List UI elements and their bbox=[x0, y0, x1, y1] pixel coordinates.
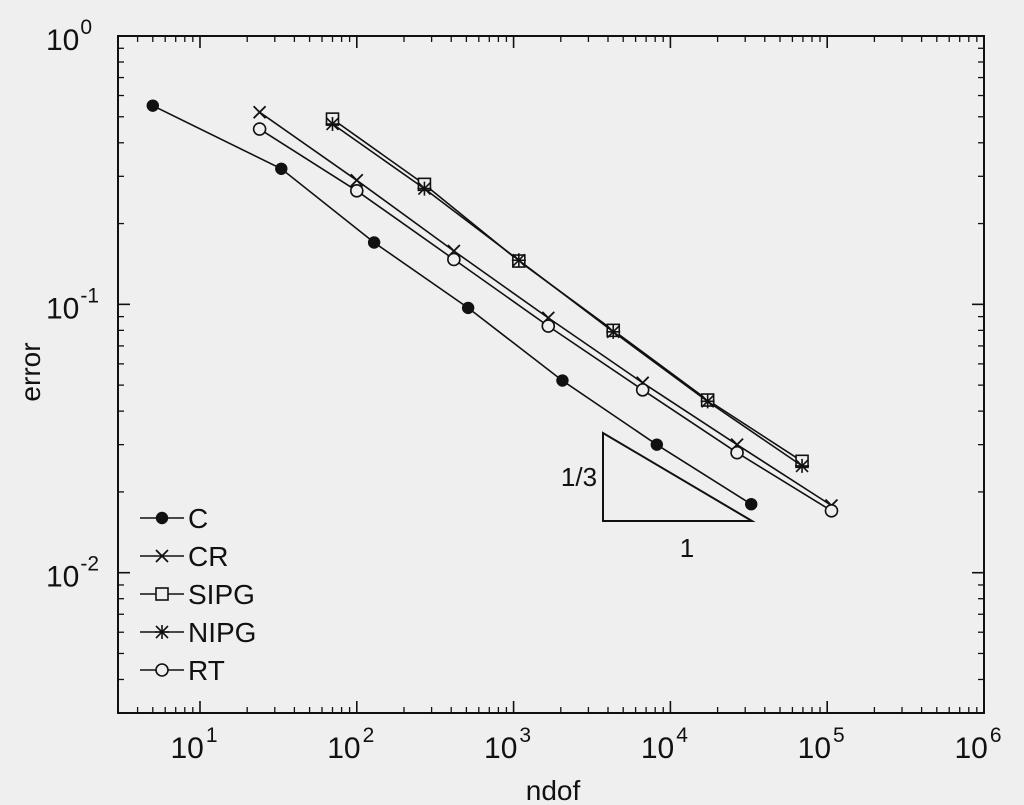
series-cr-point bbox=[350, 173, 364, 187]
x-tick-label: 103 bbox=[484, 724, 531, 765]
series-c-point bbox=[745, 497, 758, 511]
slope-triangle-shape bbox=[602, 431, 756, 522]
series-c-point bbox=[461, 301, 475, 315]
slope-horizontal-label: 1 bbox=[680, 533, 694, 563]
y-axis-title: error bbox=[15, 342, 46, 401]
legend-item-cr: CR bbox=[140, 541, 228, 572]
y-tick-exponent: -1 bbox=[80, 284, 99, 307]
series-c bbox=[146, 99, 758, 511]
series-c-point bbox=[556, 374, 569, 387]
series-nipg-point bbox=[511, 253, 526, 268]
y-tick-label: 10-1 bbox=[46, 284, 99, 325]
x-tick-exponent: 1 bbox=[206, 724, 218, 747]
series-nipg-point bbox=[606, 324, 621, 339]
series-rt-point bbox=[635, 383, 650, 397]
y-tick-label: 10-2 bbox=[46, 553, 99, 594]
series-sipg bbox=[325, 112, 809, 469]
x-tick-label: 101 bbox=[170, 724, 217, 765]
series-c-point bbox=[146, 99, 159, 112]
series-c-point bbox=[275, 162, 288, 175]
x-tick-exponent: 5 bbox=[833, 724, 845, 747]
x-axis-title: ndof bbox=[526, 775, 581, 805]
series-rt-point bbox=[447, 252, 461, 267]
legend-label: C bbox=[188, 503, 208, 534]
y-tick-exponent: -2 bbox=[80, 553, 99, 576]
series-c-point bbox=[367, 236, 381, 249]
legend-item-nipg: NIPG bbox=[140, 617, 256, 648]
series-nipg-point bbox=[795, 458, 810, 473]
legend-item-c: C bbox=[140, 503, 208, 534]
legend-label: CR bbox=[188, 541, 228, 572]
series-sipg-line bbox=[332, 118, 803, 462]
series-rt-point bbox=[824, 504, 839, 518]
y-tick-exponent: 0 bbox=[80, 16, 92, 39]
series-rt-point bbox=[541, 319, 556, 333]
series-nipg-line bbox=[332, 123, 803, 467]
series-nipg bbox=[325, 116, 810, 473]
legend: C CR SIPG NIPG RT bbox=[140, 503, 256, 686]
legend-marker bbox=[155, 511, 169, 525]
series-rt bbox=[252, 122, 839, 518]
legend-marker bbox=[155, 625, 169, 639]
series-layer bbox=[146, 99, 839, 518]
legend-marker bbox=[155, 663, 169, 677]
legend-label: NIPG bbox=[188, 617, 256, 648]
x-tick-exponent: 4 bbox=[676, 724, 688, 747]
series-nipg-point bbox=[325, 116, 340, 131]
series-c-point bbox=[650, 438, 664, 451]
legend-label: RT bbox=[188, 655, 225, 686]
series-nipg-point bbox=[417, 181, 432, 196]
x-tick-label: 104 bbox=[641, 724, 688, 765]
slope-vertical-label: 1/3 bbox=[561, 462, 597, 492]
x-tick-exponent: 2 bbox=[363, 724, 375, 747]
legend-item-rt: RT bbox=[140, 655, 225, 686]
legend-item-sipg: SIPG bbox=[140, 579, 255, 610]
series-cr-line bbox=[259, 111, 832, 507]
x-tick-label: 106 bbox=[954, 724, 1001, 765]
y-tick-labels: 100 10-1 10-2 bbox=[46, 16, 99, 594]
x-tick-label: 105 bbox=[798, 724, 845, 765]
series-nipg-point bbox=[700, 394, 715, 409]
minor-ticks bbox=[117, 36, 984, 714]
series-cr bbox=[252, 105, 839, 513]
x-tick-label: 102 bbox=[327, 724, 374, 765]
legend-label: SIPG bbox=[188, 579, 255, 610]
x-tick-exponent: 3 bbox=[519, 724, 531, 747]
x-tick-exponent: 6 bbox=[990, 724, 1002, 747]
plot-area bbox=[117, 35, 985, 714]
slope-triangle: 1/3 1 bbox=[561, 431, 756, 563]
series-cr-point bbox=[252, 105, 267, 119]
legend-marker bbox=[155, 587, 169, 601]
x-tick-labels: 101 102 103 104 105 106 bbox=[170, 724, 1001, 765]
series-rt-point bbox=[349, 183, 364, 198]
series-rt-point bbox=[252, 122, 267, 136]
major-ticks bbox=[118, 35, 985, 713]
y-tick-label: 100 bbox=[46, 16, 92, 57]
legend-marker bbox=[155, 549, 169, 563]
series-rt-point bbox=[730, 445, 744, 460]
